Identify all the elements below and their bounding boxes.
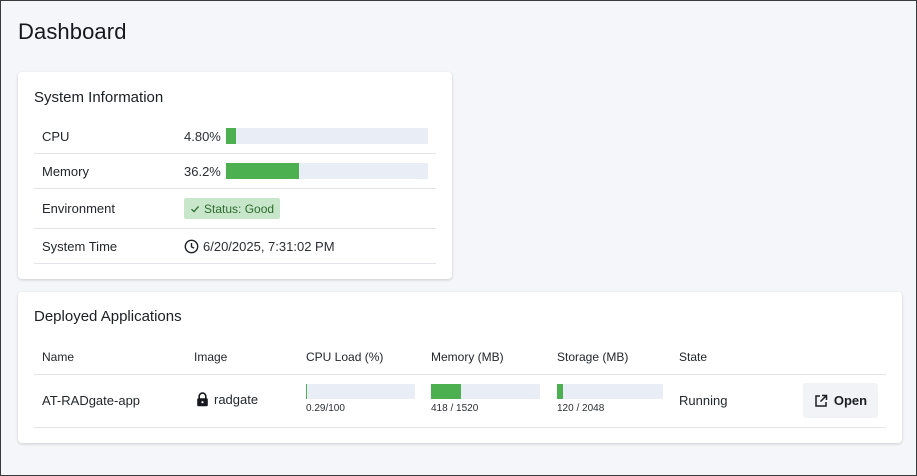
app-image-name: radgate [214, 392, 259, 407]
environment-value: Status: Good [184, 198, 281, 219]
environment-row: Environment Status: Good [34, 189, 436, 229]
storage-caption: 120 / 2048 [557, 403, 605, 414]
column-header-state: State [679, 350, 708, 364]
memory-row: Memory 36.2% [34, 154, 436, 189]
storage-fill [557, 384, 564, 399]
system-time-label: System Time [42, 238, 118, 254]
system-information-card: System Information CPU 4.80% Memory 36.2… [18, 72, 452, 279]
environment-label: Environment [42, 201, 115, 216]
table-row-divider [34, 427, 886, 428]
column-header-storage: Storage (MB) [557, 350, 629, 364]
memory-usage-fill [226, 163, 300, 179]
memory-label: Memory [42, 163, 89, 179]
cpu-usage-fill [226, 128, 236, 144]
system-time-value: 6/20/2025, 7:31:02 PM [184, 239, 335, 254]
page-title: Dashboard [18, 19, 127, 44]
deployed-applications-card: Deployed Applications Name Image CPU Loa… [18, 292, 902, 443]
open-app-button[interactable]: Open [803, 383, 878, 418]
cpu-label: CPU [42, 128, 70, 144]
column-header-name: Name [42, 350, 75, 364]
system-time-text: 6/20/2025, 7:31:02 PM [203, 238, 335, 254]
check-icon [191, 205, 200, 213]
app-state: Running [679, 393, 728, 408]
app-image: radgate [196, 392, 258, 407]
open-external-icon [815, 394, 828, 407]
app-name: AT-RADgate-app [42, 393, 141, 408]
cpu-value: 4.80% [184, 128, 221, 144]
open-app-label: Open [833, 393, 868, 408]
memory-fill [431, 384, 461, 399]
status-text: Status: Good [204, 201, 275, 216]
memory-usage-bar [226, 163, 428, 179]
memory-caption: 418 / 1520 [431, 403, 479, 414]
column-header-cpu-load: CPU Load (%) [306, 350, 384, 364]
system-information-title: System Information [34, 89, 164, 106]
storage-bar [557, 384, 663, 399]
table-header-divider [34, 374, 886, 375]
cpu-load-bar [306, 384, 415, 399]
deployed-applications-title: Deployed Applications [34, 308, 182, 325]
cpu-row: CPU 4.80% [34, 119, 436, 154]
clock-icon [184, 239, 199, 254]
memory-bar [431, 384, 540, 399]
lock-icon [197, 392, 208, 407]
memory-value: 36.2% [184, 163, 221, 179]
column-header-memory: Memory (MB) [431, 350, 504, 364]
column-header-image: Image [194, 350, 228, 364]
cpu-usage-bar [226, 128, 428, 144]
cpu-load-caption: 0.29/100 [306, 403, 345, 414]
system-time-row: System Time 6/20/2025, 7:31:02 PM [34, 229, 436, 264]
status-badge: Status: Good [184, 198, 281, 219]
